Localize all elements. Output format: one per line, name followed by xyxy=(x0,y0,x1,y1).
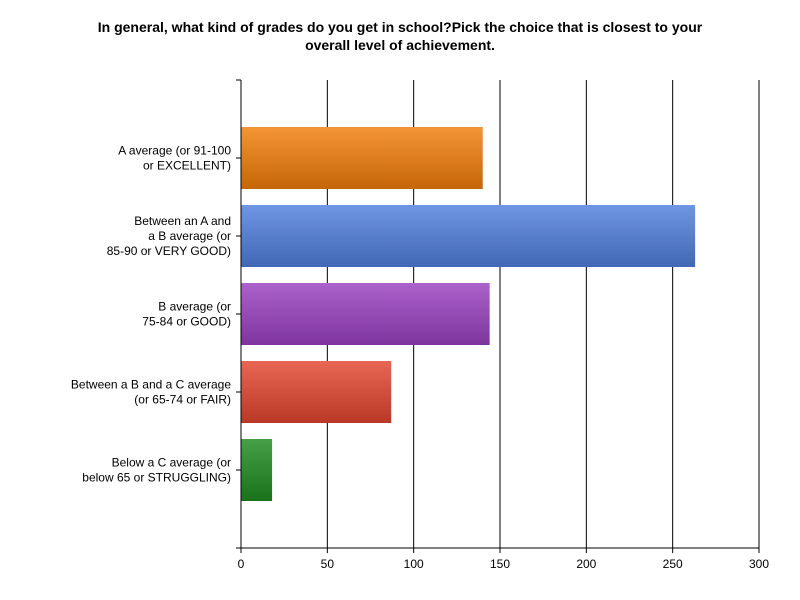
category-label-4-line-1: Between a B and a C average xyxy=(71,378,231,392)
tick-labels: 0 50 100 150 200 250 300 xyxy=(238,557,770,571)
category-label-5-line-1: Below a C average (or xyxy=(112,456,231,470)
tick-label-x-0: 0 xyxy=(238,557,245,571)
category-label-3: B average (or 75-84 or GOOD) xyxy=(142,300,231,329)
category-label-4: Between a B and a C average (or 65-74 or … xyxy=(71,378,231,407)
tick-label-x-100: 100 xyxy=(404,557,424,571)
bar-4 xyxy=(241,361,392,423)
category-label-5: Below a C average (or below 65 or STRUGGL… xyxy=(82,456,231,485)
category-label-2-line-2: a B average (or xyxy=(148,229,231,243)
chart-title-line-1: In general, what kind of grades do you g… xyxy=(97,19,703,35)
category-label-5-line-2: below 65 or STRUGGLING) xyxy=(82,471,231,485)
category-labels: A average (or 91-100 or EXCELLENT) Between… xyxy=(71,144,231,485)
tick-label-x-50: 50 xyxy=(321,557,335,571)
category-label-1-line-1: A average (or 91-100 xyxy=(118,144,231,158)
tick-label-x-300: 300 xyxy=(749,557,769,571)
tick-label-x-250: 250 xyxy=(663,557,683,571)
axes xyxy=(236,79,760,553)
bar-1 xyxy=(241,127,483,189)
category-label-1: A average (or 91-100 or EXCELLENT) xyxy=(118,144,231,173)
bar-3 xyxy=(241,283,490,345)
tick-label-x-150: 150 xyxy=(490,557,510,571)
category-label-1-line-2: or EXCELLENT) xyxy=(143,159,231,173)
bar-2 xyxy=(241,205,696,267)
category-label-3-line-2: 75-84 or GOOD) xyxy=(142,315,231,329)
bar-5 xyxy=(241,439,273,501)
category-label-4-line-2: (or 65-74 or FAIR) xyxy=(134,393,231,407)
bars xyxy=(241,127,696,501)
chart-title: In general, what kind of grades do you g… xyxy=(40,18,760,54)
tick-label-x-200: 200 xyxy=(576,557,596,571)
category-label-2-line-1: Between an A and xyxy=(134,214,231,228)
category-label-3-line-1: B average (or xyxy=(158,300,231,314)
category-label-2: Between an A and a B average (or 85-90 or … xyxy=(107,214,231,258)
category-label-2-line-3: 85-90 or VERY GOOD) xyxy=(107,244,231,258)
chart-title-line-2: overall level of achievement. xyxy=(305,37,495,53)
